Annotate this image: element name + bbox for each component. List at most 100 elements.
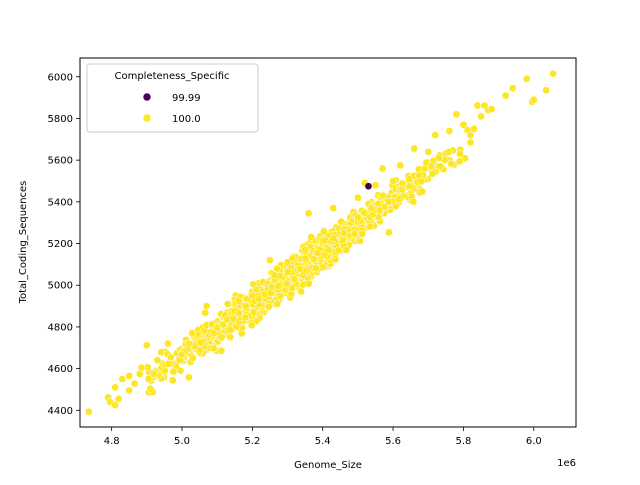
data-point-100-0 — [549, 69, 557, 78]
data-point-100-0 — [241, 313, 250, 322]
data-point-100-0 — [459, 120, 468, 129]
data-point-100-0 — [266, 256, 274, 265]
y-tick-label: 4600 — [48, 364, 73, 375]
plot-area-frame — [79, 57, 577, 428]
data-point-100-0 — [350, 229, 359, 238]
data-point-100-0 — [185, 373, 193, 382]
data-point-100-0 — [371, 181, 380, 190]
data-point-100-0 — [452, 110, 461, 119]
data-point-100-0 — [409, 197, 418, 206]
data-point-100-0 — [290, 275, 299, 284]
data-point-100-0 — [217, 333, 226, 342]
data-point-100-0 — [385, 228, 393, 237]
data-point-100-0 — [153, 356, 162, 365]
data-point-100-0 — [318, 263, 327, 272]
x-tick-label: 4.8 — [104, 436, 120, 447]
data-point-100-0 — [125, 372, 134, 380]
y-axis-label: Total_Coding_Sequences — [18, 181, 29, 305]
data-point-100-0 — [160, 366, 169, 375]
data-point-100-0 — [118, 375, 127, 383]
data-point-100-0 — [234, 309, 243, 318]
data-point-100-0 — [150, 369, 158, 378]
data-point-100-0 — [455, 157, 464, 166]
data-point-100-0 — [217, 346, 226, 355]
data-point-100-0 — [304, 209, 313, 218]
legend-label-99-99: 99.99 — [172, 93, 201, 104]
data-point-100-0 — [282, 279, 291, 288]
legend-marker-99-99 — [142, 92, 152, 102]
data-point-100-0 — [229, 314, 238, 323]
data-point-100-0 — [477, 112, 485, 121]
data-point-100-0 — [378, 191, 387, 200]
data-point-100-0 — [342, 246, 351, 254]
data-point-100-0 — [313, 249, 322, 257]
data-point-100-0 — [354, 213, 362, 222]
data-point-100-0 — [329, 204, 338, 212]
data-point-100-0 — [309, 255, 318, 264]
data-point-100-0 — [111, 383, 120, 392]
data-point-100-0 — [209, 329, 218, 338]
x-tick-label: 5.6 — [385, 436, 401, 447]
data-point-100-0 — [196, 338, 205, 347]
data-point-100-0 — [394, 195, 403, 204]
x-axis: 4.8 5.0 5.2 5.4 5.6 5.8 6.0 — [104, 427, 542, 447]
data-point-100-0 — [146, 384, 155, 393]
data-point-100-0 — [501, 91, 510, 100]
data-point-100-0 — [125, 386, 134, 395]
data-point-100-0 — [473, 101, 482, 110]
legend-title: Completeness_Specific — [114, 71, 229, 82]
data-point-100-0 — [354, 193, 362, 202]
y-axis: 4400 4600 4800 5000 5200 5400 5600 5800 6000 — [48, 72, 80, 417]
data-point-100-0 — [305, 279, 313, 288]
x-tick-label: 5.8 — [455, 436, 471, 447]
data-point-100-0 — [542, 86, 550, 95]
points-layer — [84, 69, 557, 416]
y-tick-label: 5800 — [48, 114, 73, 125]
data-point-100-0 — [339, 229, 348, 237]
data-point-100-0 — [334, 246, 343, 255]
data-point-100-0 — [444, 148, 453, 156]
data-point-100-0 — [297, 287, 305, 296]
data-point-100-0 — [177, 350, 186, 359]
data-point-100-0 — [508, 84, 517, 93]
data-point-100-0 — [410, 144, 419, 153]
y-tick-label: 5200 — [48, 239, 73, 250]
data-point-100-0 — [378, 164, 387, 173]
data-point-100-0 — [522, 74, 531, 83]
data-point-100-0 — [320, 227, 328, 236]
data-point-100-0 — [529, 95, 538, 104]
data-point-100-0 — [307, 233, 316, 242]
data-point-100-0 — [329, 234, 338, 243]
data-point-100-0 — [470, 125, 478, 133]
data-point-100-0 — [111, 401, 120, 409]
data-point-100-0 — [219, 320, 227, 329]
data-point-100-0 — [384, 197, 393, 206]
data-point-100-0 — [487, 105, 496, 113]
data-point-100-0 — [157, 348, 166, 357]
data-point-100-0 — [288, 284, 296, 292]
data-point-100-0 — [142, 341, 151, 350]
data-point-100-0 — [405, 182, 414, 190]
data-point-100-0 — [226, 326, 235, 334]
data-point-100-0 — [324, 246, 333, 255]
data-point-99-99 — [364, 182, 373, 191]
x-tick-label: 5.4 — [315, 436, 331, 447]
data-point-100-0 — [275, 291, 284, 300]
data-point-100-0 — [195, 346, 204, 354]
data-point-100-0 — [445, 127, 454, 135]
data-point-100-0 — [247, 321, 256, 330]
data-point-100-0 — [273, 300, 282, 308]
data-point-100-0 — [367, 204, 376, 213]
data-point-100-0 — [396, 161, 404, 170]
data-point-100-0 — [255, 295, 263, 304]
data-point-100-0 — [424, 147, 433, 156]
legend: Completeness_Specific 99.99 100.0 — [86, 63, 259, 133]
x-axis-offset-label: 1e6 — [557, 458, 576, 469]
legend-box — [86, 63, 259, 133]
data-point-100-0 — [188, 354, 197, 362]
data-point-100-0 — [431, 131, 440, 139]
data-point-100-0 — [168, 376, 177, 385]
data-point-100-0 — [144, 375, 153, 383]
legend-label-100-0: 100.0 — [172, 114, 201, 125]
